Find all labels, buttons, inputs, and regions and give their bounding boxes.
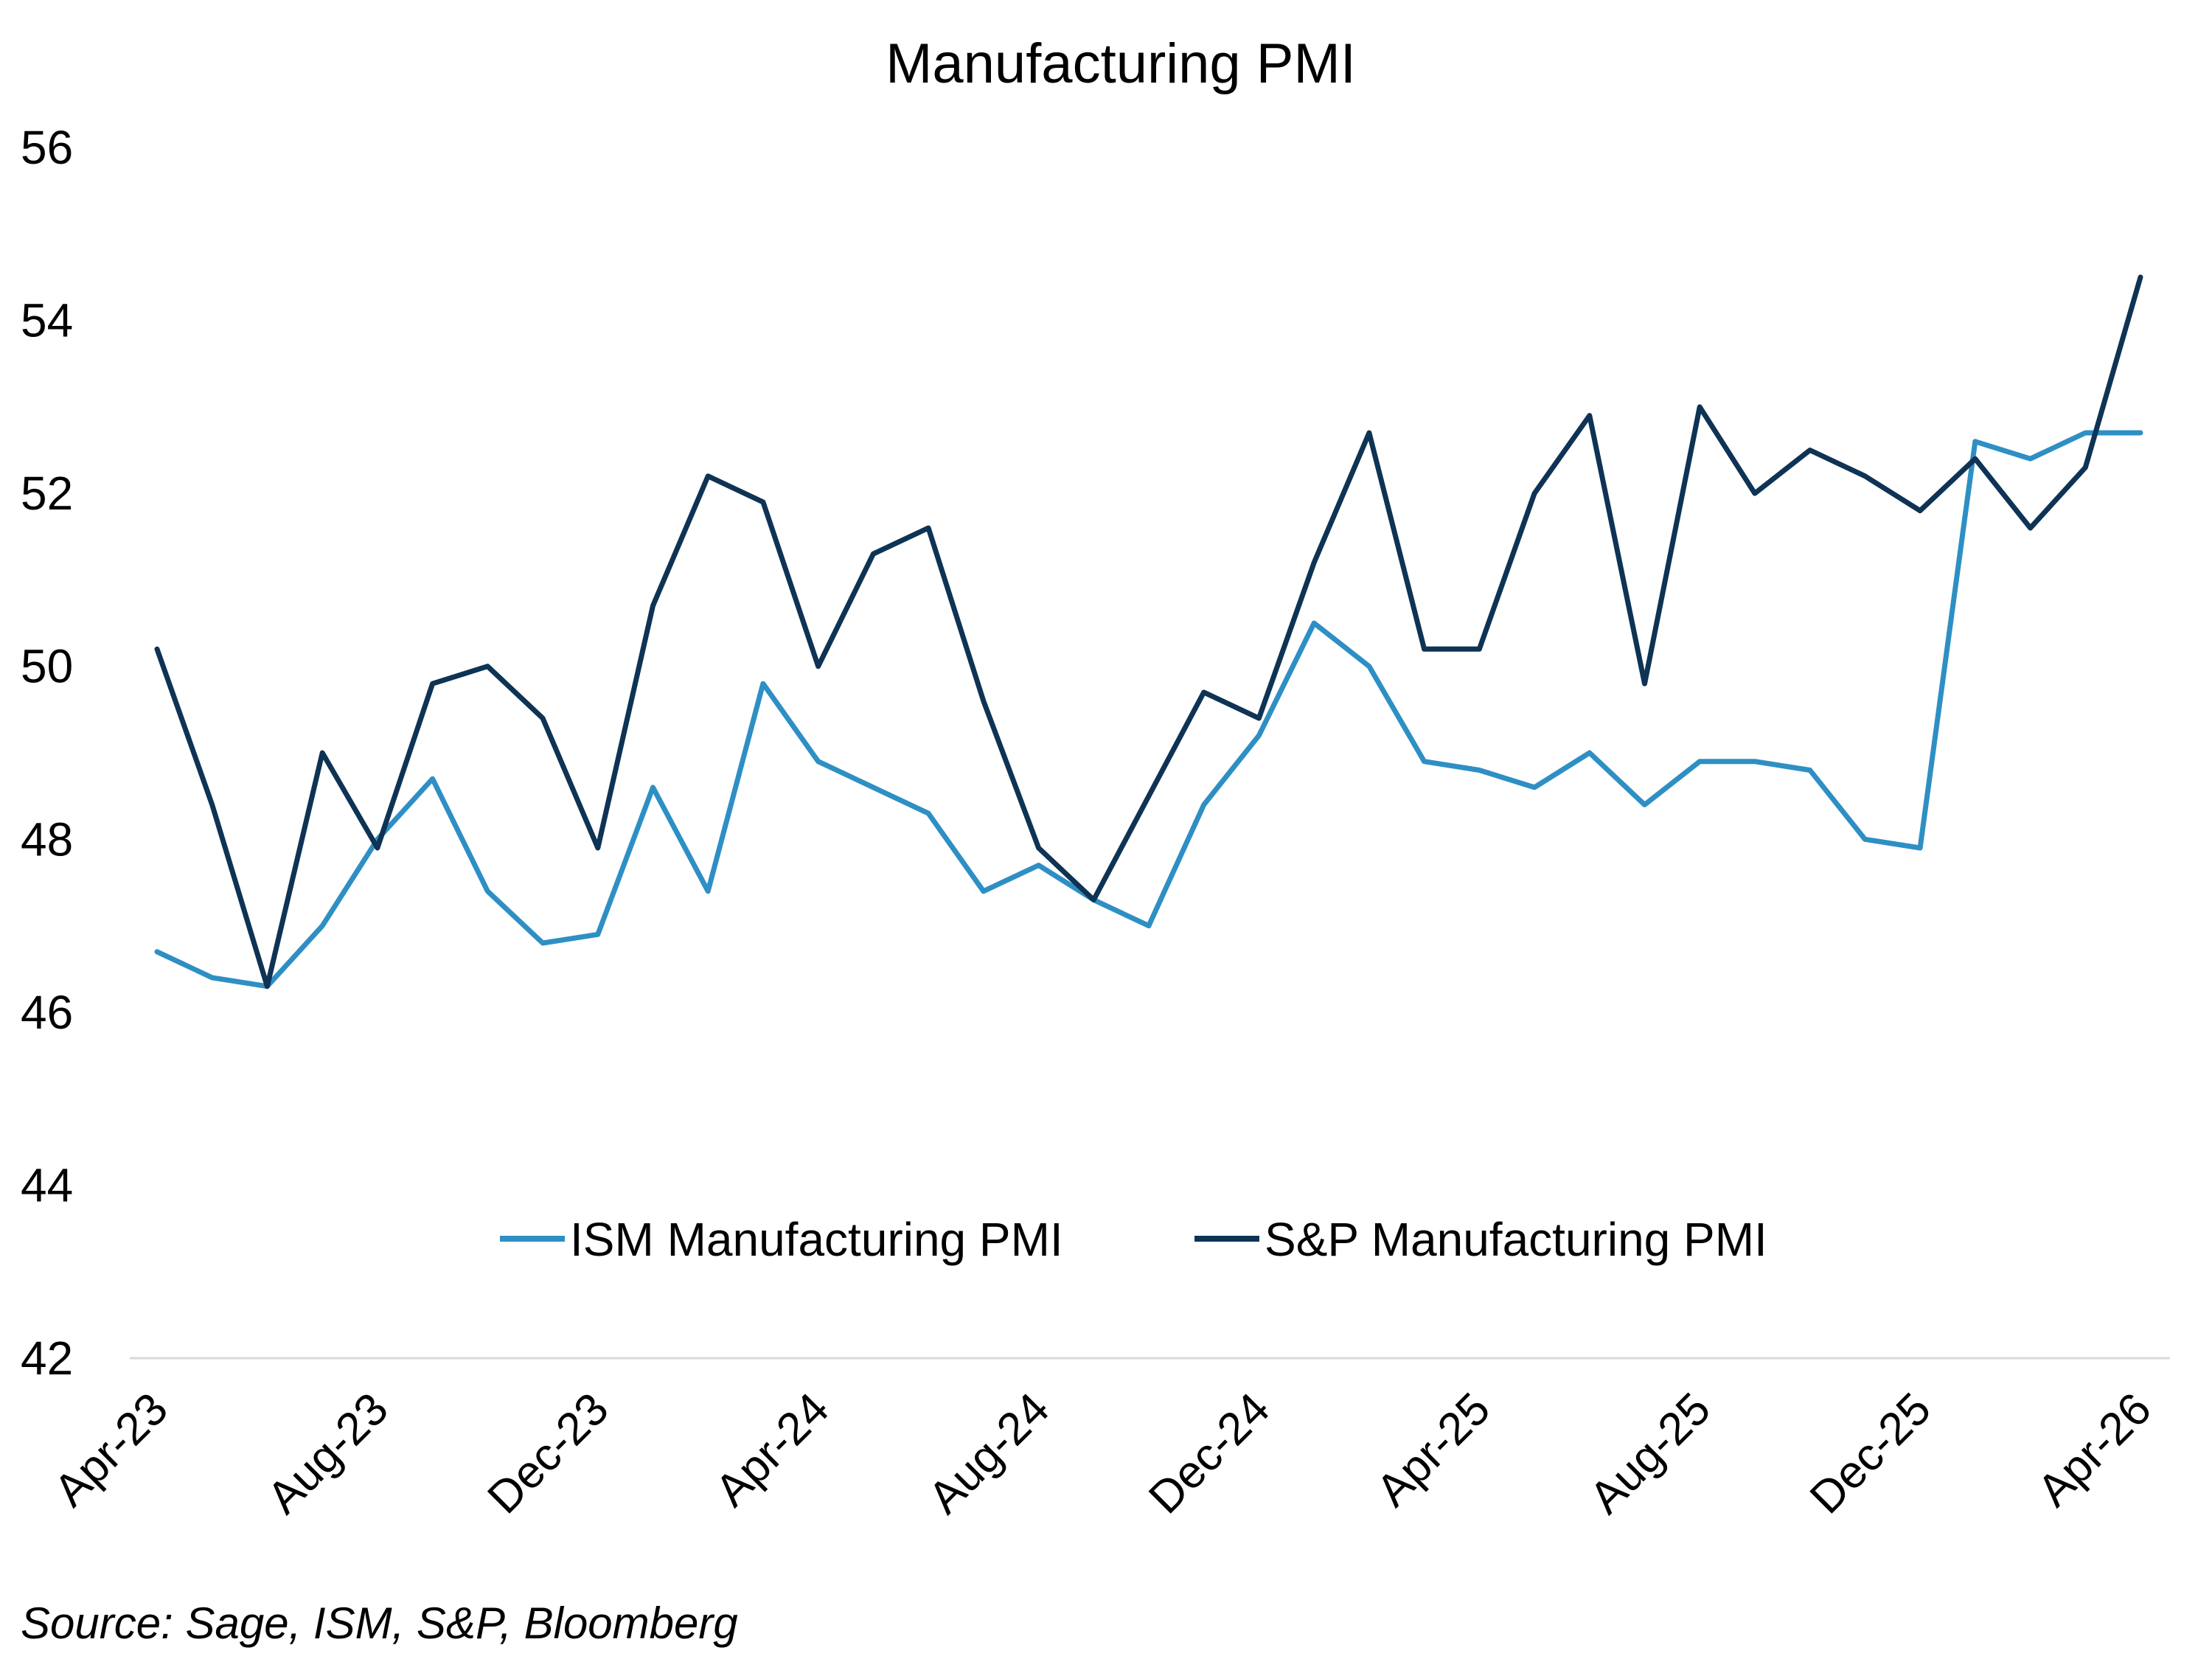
legend-label-sp: S&P Manufacturing PMI — [1265, 1213, 1767, 1266]
y-tick-label: 48 — [21, 813, 73, 866]
y-tick-label: 52 — [21, 467, 73, 520]
x-tick-label: Aug-24 — [919, 1383, 1059, 1523]
source-note: Source: Sage, ISM, S&P, Bloomberg — [21, 1599, 738, 1648]
series-line-sp — [154, 274, 2143, 990]
y-axis-tick-labels: 42 44 46 48 50 52 54 56 — [21, 121, 73, 1385]
x-tick-label: Dec-25 — [1801, 1383, 1941, 1523]
x-tick-label: Apr-23 — [45, 1383, 178, 1516]
x-tick-label: Dec-23 — [479, 1383, 619, 1523]
x-tick-label: Apr-25 — [1367, 1383, 1500, 1516]
x-tick-label: Dec-24 — [1139, 1383, 1279, 1523]
x-tick-label: Aug-23 — [258, 1383, 398, 1523]
y-tick-label: 44 — [21, 1158, 73, 1211]
legend-label-ism: ISM Manufacturing PMI — [570, 1213, 1063, 1266]
legend: ISM Manufacturing PMI S&P Manufacturing … — [500, 1213, 1767, 1266]
x-tick-label: Apr-24 — [706, 1383, 838, 1516]
y-tick-label: 46 — [21, 986, 73, 1039]
x-axis-tick-labels: Apr-23 Aug-23 Dec-23 Apr-24 Aug-24 Dec-24 Apr-… — [45, 1383, 2161, 1523]
chart-title: Manufacturing PMI — [886, 32, 1356, 95]
series-lines — [154, 274, 2143, 990]
y-tick-label: 42 — [21, 1332, 73, 1385]
y-tick-label: 56 — [21, 121, 73, 174]
x-tick-label: Apr-26 — [2028, 1383, 2161, 1516]
x-tick-label: Aug-25 — [1580, 1383, 1720, 1523]
series-line-ism — [154, 430, 2143, 990]
y-tick-label: 50 — [21, 640, 73, 693]
y-tick-label: 54 — [21, 294, 73, 347]
